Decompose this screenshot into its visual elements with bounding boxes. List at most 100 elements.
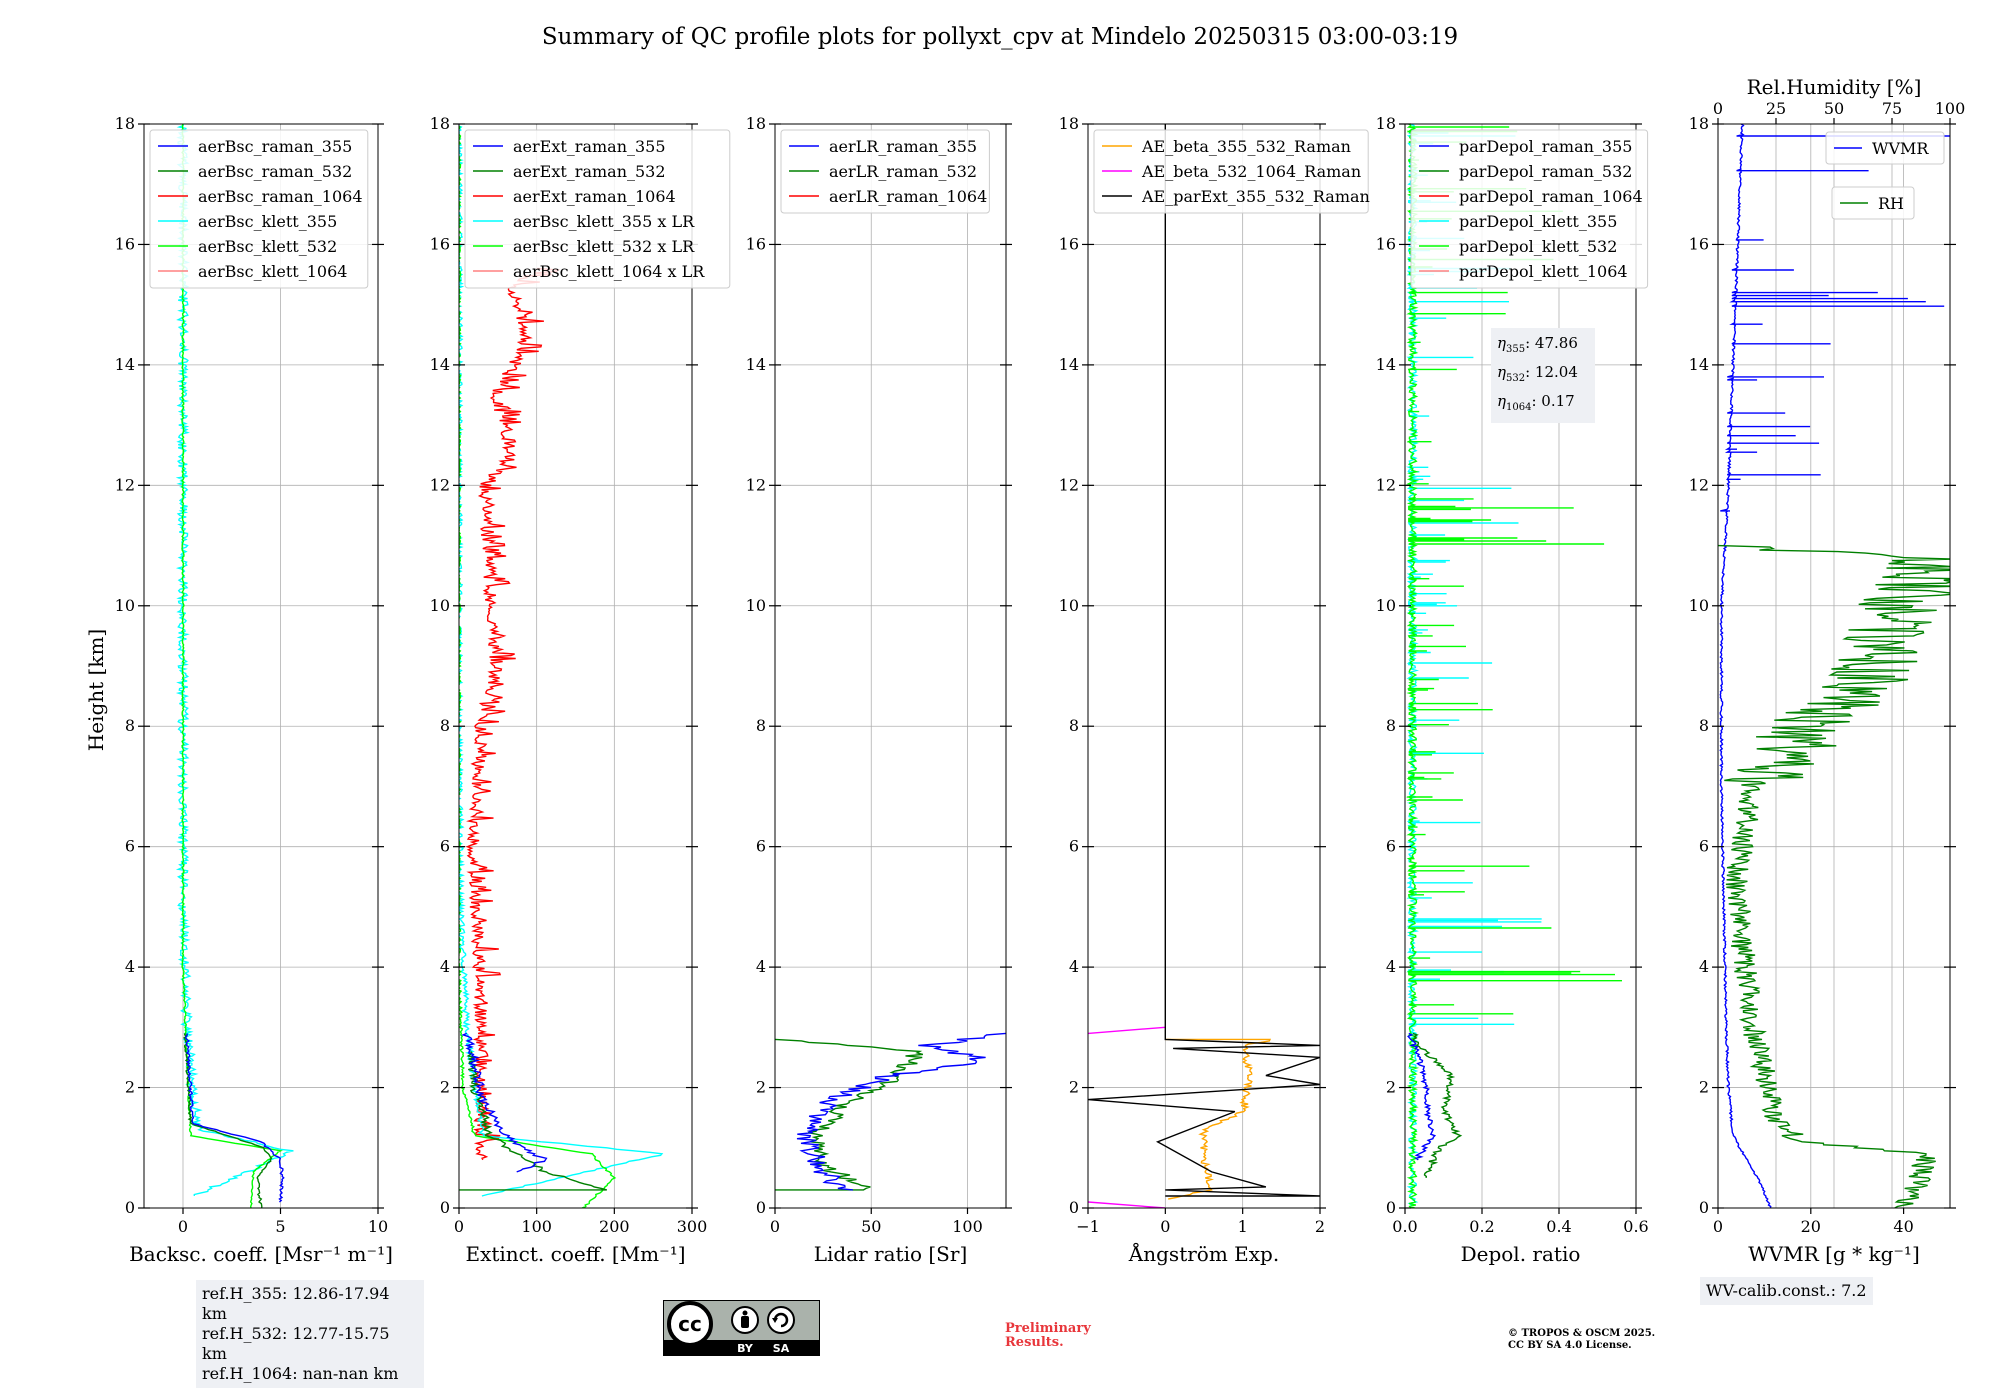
series-AE_beta_532_1064_Raman: [1088, 1201, 1166, 1208]
legend-label: aerBsc_klett_532: [198, 237, 337, 256]
y-tick-label: 2: [1069, 1078, 1079, 1097]
top-x-tick-label: 25: [1766, 99, 1786, 118]
legend-label: aerExt_raman_355: [513, 137, 666, 156]
y-tick-label: 18: [1376, 114, 1396, 133]
y-tick-label: 14: [1376, 355, 1396, 374]
y-tick-label: 6: [1699, 837, 1709, 856]
x-tick-label: 5: [275, 1217, 285, 1236]
cc-by-label: BY: [737, 1342, 754, 1355]
y-tick-label: 16: [1689, 234, 1709, 253]
y-tick-label: 16: [115, 234, 135, 253]
panel-ext: 0 2 4 6 8 10 12 14 16 18 0 100 200 300 Extinct. coeff.…: [430, 114, 731, 1266]
y-tick-label: 2: [440, 1078, 450, 1097]
y-tick-label: 16: [430, 234, 450, 253]
reference-height-box: ref.H_355: 12.86-17.94 km ref.H_532: 12.…: [196, 1280, 424, 1388]
wv-calib-text: WV-calib.const.: 7.2: [1706, 1281, 1867, 1300]
series-group: [459, 124, 664, 1208]
legend-label: RH: [1878, 194, 1904, 213]
y-tick-label: 14: [1059, 355, 1079, 374]
x-tick-label: 20: [1801, 1217, 1821, 1236]
x-axis-label: Ångström Exp.: [1128, 1241, 1279, 1266]
top-x-tick-label: 50: [1824, 99, 1844, 118]
panel-depol: 0 2 4 6 8 10 12 14 16 18 0.0 0.2 0.4 0.6 Depol. ratio p…: [1376, 114, 1649, 1266]
y-tick-label: 12: [115, 475, 135, 494]
preliminary-note: Preliminary Results.: [1005, 1322, 1091, 1350]
series-aerExt_raman_1064: [465, 267, 561, 1161]
eta-532: η532: 12.04: [1497, 363, 1578, 384]
y-tick-label: 16: [746, 234, 766, 253]
cc-license-badge: cc BY SA: [663, 1300, 820, 1356]
x-tick-label: 0.6: [1623, 1217, 1648, 1236]
y-tick-label: 4: [125, 957, 135, 976]
x-tick-label: 200: [599, 1217, 630, 1236]
legend-label: parDepol_klett_1064: [1459, 262, 1628, 281]
axes-frame: [143, 123, 379, 1209]
y-tick-label: 8: [1069, 716, 1079, 735]
legend: aerLR_raman_355 aerLR_raman_532 aerLR_rama…: [780, 129, 990, 214]
y-tick-label: 6: [1069, 837, 1079, 856]
y-tick-label: 6: [756, 837, 766, 856]
panel-lr: 0 2 4 6 8 10 12 14 16 18 0 50 100 Lidar ratio [Sr] aer…: [746, 114, 1012, 1266]
y-tick-label: 12: [1059, 475, 1079, 494]
legend-box: [1410, 129, 1649, 289]
legend-box: [464, 129, 731, 289]
series-WVMR: [1719, 124, 1950, 1208]
legend-label: parDepol_raman_532: [1459, 162, 1632, 181]
legend: AE_beta_355_532_Raman AE_beta_532_1064_Ra…: [1093, 129, 1370, 214]
y-tick-label: 4: [1069, 957, 1079, 976]
legend-label: aerBsc_klett_355: [198, 212, 337, 231]
y-tick-label: 8: [756, 716, 766, 735]
series-parDepol_raman_532: [1412, 1032, 1463, 1178]
series-aerBsc_klett_532: [181, 124, 283, 1208]
legend-label: aerBsc_klett_1064 x LR: [513, 262, 705, 281]
series-group: [775, 1032, 1006, 1191]
y-tick-label: 10: [1059, 596, 1079, 615]
x-tick-label: 0.4: [1546, 1217, 1571, 1236]
legend-label: aerExt_raman_532: [513, 162, 666, 181]
x-tick-label: 50: [861, 1217, 881, 1236]
legend-label: parDepol_klett_532: [1459, 237, 1617, 256]
legend-label: parDepol_raman_355: [1459, 137, 1632, 156]
y-tick-label: 10: [746, 596, 766, 615]
legend-label: aerBsc_klett_1064: [198, 262, 347, 281]
x-tick-label: 0: [1713, 1217, 1723, 1236]
legend-label: WVMR: [1872, 139, 1929, 158]
x-tick-label: 0: [454, 1217, 464, 1236]
y-tick-label: 14: [115, 355, 135, 374]
series-group: [175, 124, 294, 1208]
legend: aerBsc_raman_355 aerBsc_raman_532 aerBsc_r…: [149, 129, 369, 289]
y-tick-label: 0: [1069, 1198, 1079, 1217]
figure-title: Summary of QC profile plots for pollyxt_…: [542, 24, 1458, 50]
top-x-tick-label: 75: [1882, 99, 1902, 118]
y-tick-label: 4: [1699, 957, 1709, 976]
top-x-tick-label: 0: [1713, 99, 1723, 118]
x-axis-label: Lidar ratio [Sr]: [814, 1242, 968, 1266]
cc-sa-label: SA: [773, 1342, 790, 1355]
x-tick-label: 300: [677, 1217, 708, 1236]
y-tick-label: 18: [430, 114, 450, 133]
axes-frame: [458, 123, 693, 1209]
legend: aerExt_raman_355 aerExt_raman_532 aerExt_r…: [464, 129, 731, 289]
legend-box: [1093, 129, 1369, 214]
eta-355: η355: 47.86: [1497, 334, 1578, 355]
top-x-tick-label: 100: [1935, 99, 1966, 118]
y-tick-label: 4: [1386, 957, 1396, 976]
eta-box: η355: 47.86 η532: 12.04 η1064: 0.17: [1491, 328, 1595, 423]
y-tick-label: 8: [125, 716, 135, 735]
panel-bsc: 0 2 4 6 8 10 12 14 16 18 0 5 10 Backsc. coeff. [Msr⁻¹…: [115, 114, 393, 1266]
series-aerLR_raman_355: [796, 1032, 1006, 1191]
y-tick-label: 18: [1059, 114, 1079, 133]
legend-label: AE_parExt_355_532_Raman: [1141, 187, 1370, 206]
top-x-axis-label: Rel.Humidity [%]: [1747, 75, 1922, 99]
legend-box: [1831, 186, 1915, 220]
x-tick-label: 0: [770, 1217, 780, 1236]
x-tick-label: 40: [1893, 1217, 1913, 1236]
y-tick-label: 0: [756, 1198, 766, 1217]
x-axis-label: Depol. ratio: [1461, 1242, 1581, 1266]
series-group: [1088, 124, 1320, 1208]
series-aerLR_raman_532: [775, 1038, 924, 1191]
x-tick-label: 10: [368, 1217, 388, 1236]
y-tick-label: 6: [440, 837, 450, 856]
